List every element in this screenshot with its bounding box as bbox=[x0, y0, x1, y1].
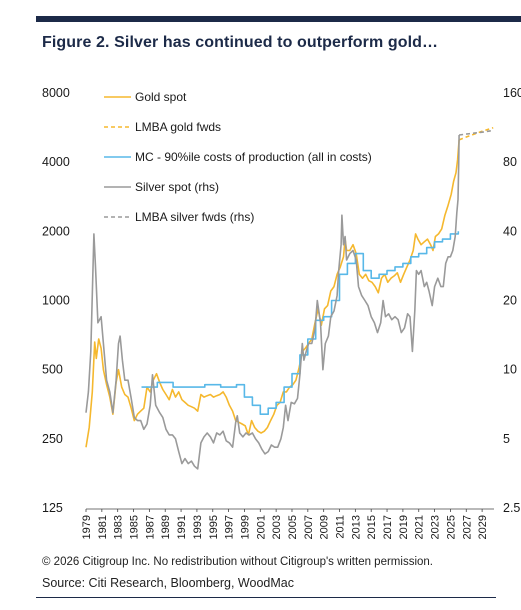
y-left-tick-label: 4000 bbox=[42, 155, 70, 169]
x-tick-label: 2021 bbox=[414, 515, 426, 539]
bottom-rule bbox=[36, 597, 496, 598]
legend-label: LMBA silver fwds (rhs) bbox=[135, 210, 254, 224]
x-tick-label: 1983 bbox=[113, 515, 125, 539]
x-tick-label: 2019 bbox=[398, 515, 410, 539]
y-left-tick-label: 500 bbox=[42, 363, 63, 377]
x-tick-label: 2009 bbox=[319, 515, 331, 539]
legend-label: LMBA gold fwds bbox=[135, 120, 221, 134]
legend-label: MC - 90%ile costs of production (all in … bbox=[135, 150, 372, 164]
y-right-tick-label: 2.5 bbox=[503, 501, 520, 515]
y-right-tick-label: 160 bbox=[503, 86, 521, 100]
x-tick-label: 1987 bbox=[144, 515, 156, 539]
y-left-tick-label: 125 bbox=[42, 501, 63, 515]
y-right-tick-label: 5 bbox=[503, 432, 510, 446]
chart-legend: Gold spot LMBA gold fwds MC - 90%ile costs… bbox=[104, 90, 372, 224]
series-line-lmba-silver-fwds-rhs bbox=[459, 129, 494, 136]
x-tick-label: 1981 bbox=[97, 515, 109, 539]
legend-label: Gold spot bbox=[135, 90, 187, 104]
x-tick-label: 1985 bbox=[129, 515, 141, 539]
figure-title: Figure 2. Silver has continued to outper… bbox=[42, 34, 439, 51]
series-line-silver-spot-rhs bbox=[85, 134, 460, 470]
x-tick-label: 2023 bbox=[430, 515, 442, 539]
x-tick-label: 2015 bbox=[366, 515, 378, 539]
x-tick-label: 1989 bbox=[160, 515, 172, 539]
copyright-note: © 2026 Citigroup Inc. No redistribution … bbox=[42, 556, 433, 568]
legend-label: Silver spot (rhs) bbox=[135, 180, 219, 194]
x-tick-label: 1991 bbox=[176, 515, 188, 539]
x-tick-label: 2027 bbox=[461, 515, 473, 539]
y-left-tick-label: 250 bbox=[42, 432, 63, 446]
y-left-tick-label: 1000 bbox=[42, 294, 70, 308]
y-right-tick-label: 10 bbox=[503, 363, 517, 377]
x-tick-label: 2029 bbox=[477, 515, 489, 539]
series-line-lmba-gold-fwds bbox=[458, 126, 494, 141]
x-tick-label: 2003 bbox=[271, 515, 283, 539]
x-tick-label: 2011 bbox=[335, 515, 347, 539]
x-tick-label: 2005 bbox=[287, 515, 299, 539]
y-right-tick-label: 20 bbox=[503, 294, 517, 308]
x-tick-label: 1993 bbox=[192, 515, 204, 539]
x-tick-label: 2025 bbox=[445, 515, 457, 539]
chart-canvas: 125 250 500 1000 2000 4000 8000 2.5 5 10 20 40 80 160… bbox=[42, 86, 521, 539]
y-right-tick-label: 80 bbox=[503, 155, 517, 169]
x-tick-label: 1995 bbox=[208, 515, 220, 539]
x-tick-label: 1979 bbox=[81, 515, 93, 539]
x-tick-label: 1999 bbox=[239, 515, 251, 539]
series-layer bbox=[85, 126, 494, 470]
x-tick-label: 2013 bbox=[350, 515, 362, 539]
y-left-tick-label: 2000 bbox=[42, 224, 70, 238]
axis-layer: 125 250 500 1000 2000 4000 8000 2.5 5 10 20 40 80 160… bbox=[42, 86, 521, 539]
x-tick-label: 2001 bbox=[255, 515, 267, 539]
x-tick-label: 2007 bbox=[303, 515, 315, 539]
x-tick-label: 1997 bbox=[224, 515, 236, 539]
y-right-tick-label: 40 bbox=[503, 224, 517, 238]
y-left-tick-label: 8000 bbox=[42, 86, 70, 100]
top-rule bbox=[36, 16, 521, 22]
source-note: Source: Citi Research, Bloomberg, WoodMa… bbox=[42, 576, 294, 590]
series-line-mc-90-ile-costs-of-production-all-in-costs bbox=[141, 231, 460, 415]
x-tick-label: 2017 bbox=[382, 515, 394, 539]
